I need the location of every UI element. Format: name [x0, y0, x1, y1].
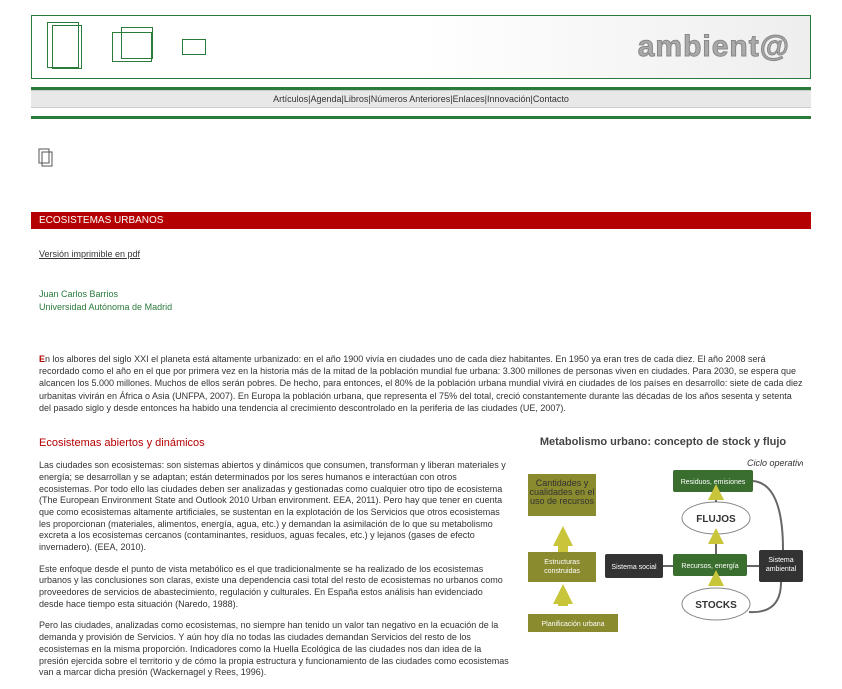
svg-text:Cantidades ycualidades en elus: Cantidades ycualidades en eluso de recur…: [529, 478, 594, 506]
author-name: Juan Carlos Barrios: [39, 288, 811, 301]
pdf-link[interactable]: Versión imprimible en pdf: [39, 249, 140, 259]
para-1: Las ciudades son ecosistemas: son sistem…: [39, 460, 509, 554]
diagram: Metabolismo urbano: concepto de stock y …: [523, 436, 803, 689]
header-banner: ambient@: [31, 15, 811, 79]
nav-articulos[interactable]: Artículos: [273, 94, 308, 104]
main-nav: Artículos|Agenda|Libros|Números Anterior…: [31, 90, 811, 108]
section-heading: Ecosistemas abiertos y dinámicos: [39, 436, 509, 450]
author-block: Juan Carlos Barrios Universidad Autónoma…: [39, 288, 811, 313]
svg-text:Residuos, emisiones: Residuos, emisiones: [681, 479, 746, 486]
nav-contacto[interactable]: Contacto: [533, 94, 569, 104]
stack-icon: [37, 147, 55, 174]
svg-text:STOCKS: STOCKS: [695, 600, 737, 611]
page-title: ECOSISTEMAS URBANOS: [31, 212, 811, 229]
intro-paragraph: En los albores del siglo XXI el planeta …: [39, 353, 803, 414]
nav-agenda[interactable]: Agenda: [310, 94, 341, 104]
nav-innovacion[interactable]: Innovación: [487, 94, 531, 104]
divider-bottom: [31, 116, 811, 119]
svg-text:Recursos, energía: Recursos, energía: [681, 563, 738, 570]
intro-text: n los albores del siglo XXI el planeta e…: [39, 354, 802, 413]
para-3: Pero las ciudades, analizadas como ecosi…: [39, 620, 509, 678]
svg-text:Ciclo operativo: Ciclo operativo: [747, 458, 803, 468]
diagram-title: Metabolismo urbano: concepto de stock y …: [523, 436, 803, 448]
svg-text:Sistema social: Sistema social: [611, 564, 657, 571]
nav-numeros[interactable]: Números Anteriores: [371, 94, 451, 104]
nav-enlaces[interactable]: Enlaces: [453, 94, 485, 104]
diagram-svg: Cantidades ycualidades en eluso de recur…: [523, 454, 803, 634]
nav-libros[interactable]: Libros: [344, 94, 369, 104]
header-decor: [52, 25, 206, 69]
content-left: Ecosistemas abiertos y dinámicos Las ciu…: [39, 436, 509, 689]
author-aff: Universidad Autónoma de Madrid: [39, 301, 811, 314]
svg-text:Planificación urbana: Planificación urbana: [541, 621, 604, 628]
brand-logo: ambient@: [638, 30, 790, 64]
svg-text:FLUJOS: FLUJOS: [696, 514, 736, 525]
para-2: Este enfoque desde el punto de vista met…: [39, 564, 509, 611]
